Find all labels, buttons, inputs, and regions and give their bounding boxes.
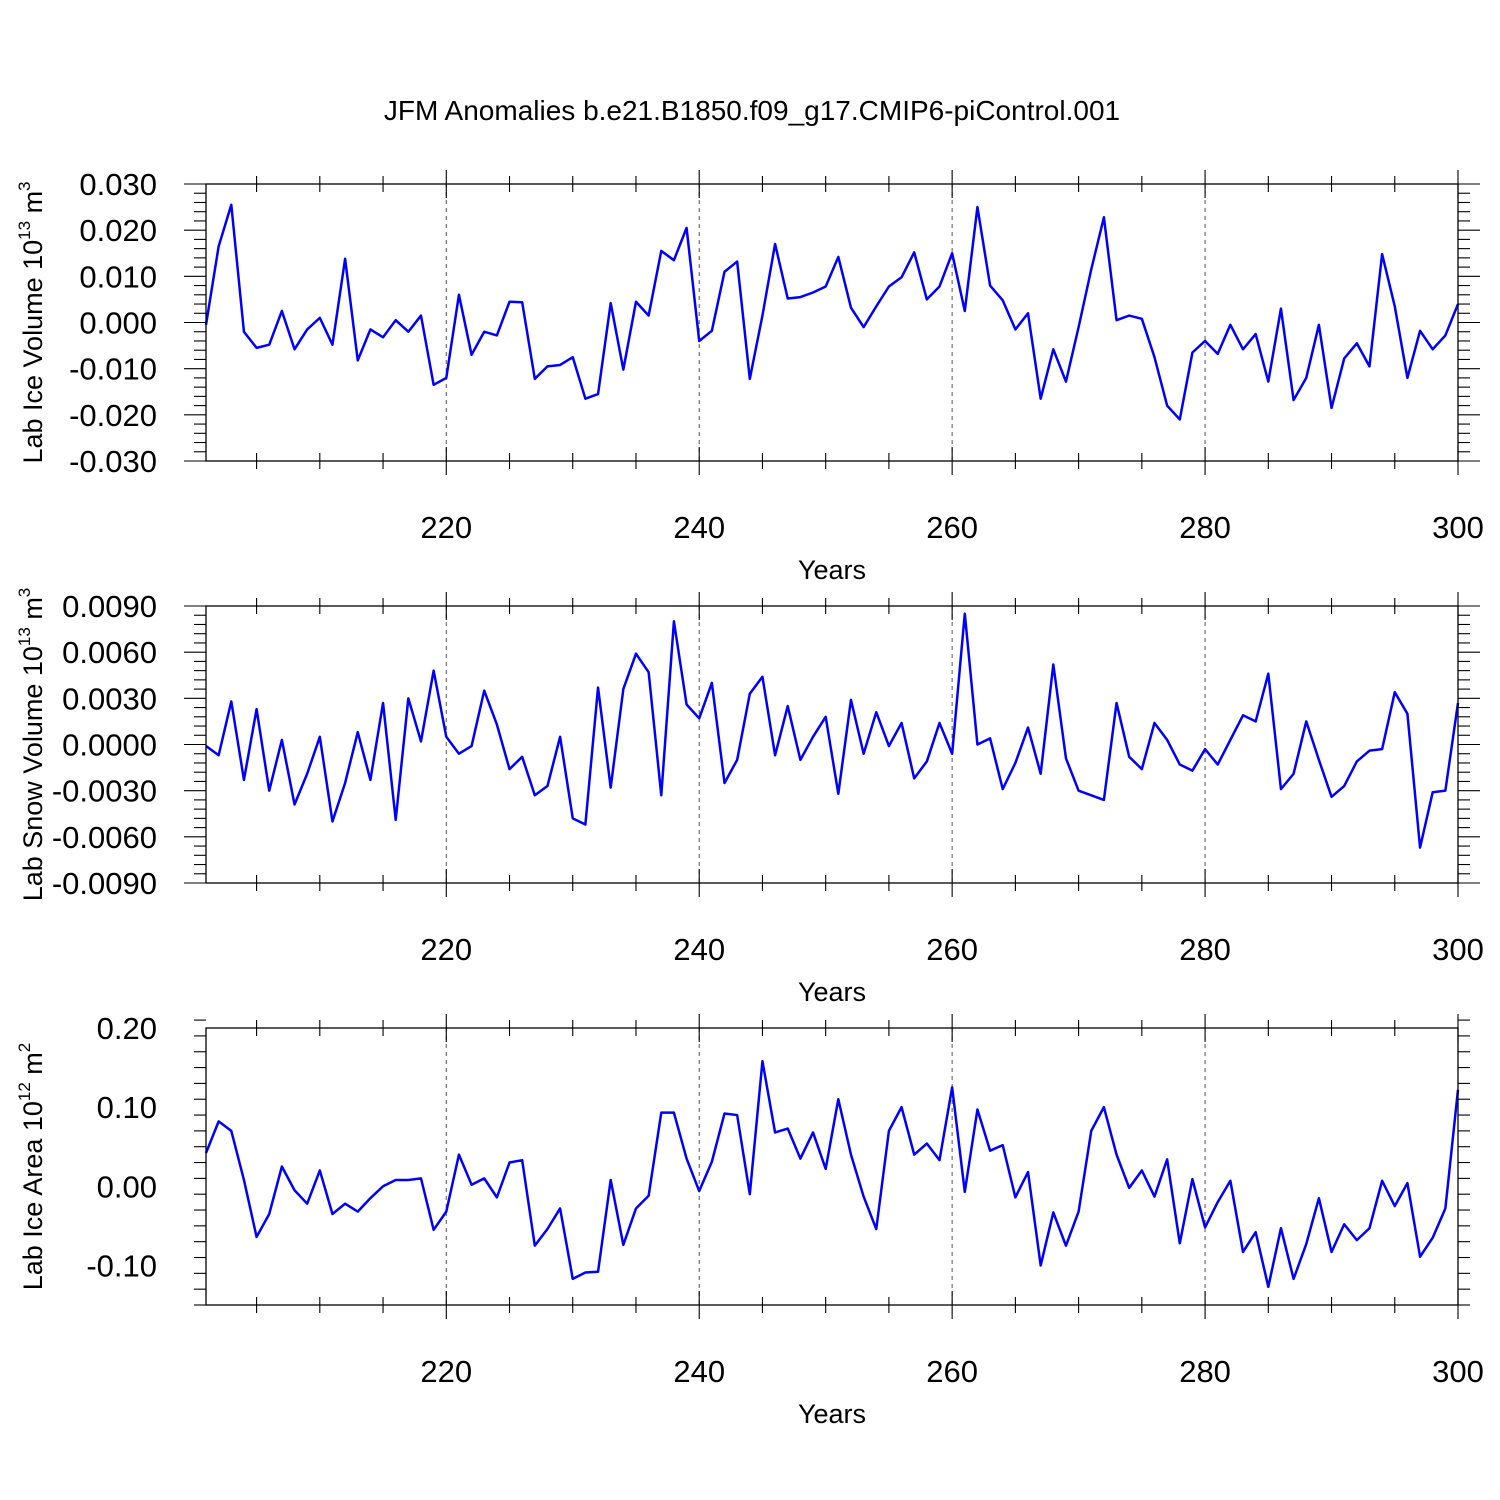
y-axis-label-text: Lab Snow Volume 10: [18, 646, 48, 901]
y-tick-label: -0.020: [69, 398, 157, 433]
y-axis-label: Lab Ice Area 1012 m2: [15, 1043, 48, 1291]
x-tick-label: 280: [1179, 932, 1231, 967]
x-axis-label: Years: [798, 977, 866, 1007]
y-axis-label-exponent: 13: [15, 221, 34, 240]
chart-panel-2: -0.0090 -0.0060 -0.0030 0.0000 0.0030 0.0060 0…: [15, 588, 1484, 1007]
y-tick-label: 0.0060: [62, 635, 157, 670]
y-tick-label: -0.0030: [52, 774, 157, 809]
x-axis-label: Years: [798, 555, 866, 585]
y-tick-label: 0.00: [97, 1169, 157, 1204]
y-tick-label: -0.010: [69, 352, 157, 387]
y-tick-label: 0.020: [79, 213, 157, 248]
x-tick-label: 220: [420, 932, 472, 967]
y-axis-label-unit: m: [18, 191, 48, 221]
series-line: [204, 203, 1460, 421]
x-tick-label: 280: [1179, 1354, 1231, 1389]
y-axis-label-unit: m: [18, 1052, 48, 1082]
x-tick-label: 240: [673, 932, 725, 967]
x-tick-label: 300: [1432, 932, 1484, 967]
figure-title: JFM Anomalies b.e21.B1850.f09_g17.CMIP6-…: [384, 95, 1120, 126]
y-axis-label-unit: m: [18, 597, 48, 627]
x-tick-label: 300: [1432, 510, 1484, 545]
y-tick-label: 0.0090: [62, 589, 157, 624]
y-axis-label-text: Lab Ice Volume 10: [18, 240, 48, 464]
x-tick-label: 280: [1179, 510, 1231, 545]
y-tick-label: 0.20: [97, 1011, 157, 1046]
x-tick-label: 260: [926, 1354, 978, 1389]
series-line: [205, 612, 1460, 849]
chart-panel-1: -0.030 -0.020 -0.010 0.000 0.010 0.020 0.030 22…: [15, 167, 1484, 585]
y-tick-label: -0.0090: [52, 866, 157, 901]
panels: -0.030-0.020-0.0100.0000.0100.0200.03022…: [15, 167, 1484, 1429]
x-axis-label: Years: [798, 1399, 866, 1429]
y-tick-label: -0.10: [86, 1248, 157, 1283]
y-axis-label-exponent: 12: [15, 1082, 34, 1101]
y-tick-label: 0.0030: [62, 681, 157, 716]
y-tick-label: 0.0000: [62, 728, 157, 763]
y-axis-label-unit-exponent: 3: [15, 181, 34, 190]
y-tick-label: -0.030: [69, 444, 157, 479]
y-tick-label: 0.010: [79, 259, 157, 294]
x-tick-label: 300: [1432, 1354, 1484, 1389]
x-tick-label: 220: [420, 1354, 472, 1389]
y-axis-label-exponent: 13: [15, 627, 34, 646]
series-line: [204, 1059, 1460, 1289]
plot-frame: [205, 605, 1459, 884]
x-tick-label: 240: [673, 510, 725, 545]
x-tick-label: 240: [673, 1354, 725, 1389]
y-tick-label: 0.030: [79, 167, 157, 202]
plot-frame: [205, 183, 1459, 462]
chart-panel-3: -0.10 0.00 0.10 0.20 220 240 260 280 300 Years Lab…: [15, 1011, 1484, 1429]
y-tick-label: -0.0060: [52, 820, 157, 855]
y-tick-label: 0.000: [79, 306, 157, 341]
y-axis-label: Lab Ice Volume 1013 m3: [15, 181, 48, 463]
x-tick-label: 260: [926, 510, 978, 545]
y-axis-label-unit-exponent: 3: [15, 588, 34, 597]
plot-frame: [205, 1027, 1459, 1306]
y-axis-label: Lab Snow Volume 1013 m3: [15, 588, 48, 902]
x-tick-label: 260: [926, 932, 978, 967]
x-tick-label: 220: [420, 510, 472, 545]
y-axis-label-unit-exponent: 2: [15, 1043, 34, 1052]
y-tick-label: 0.10: [97, 1090, 157, 1125]
y-axis-label-text: Lab Ice Area 10: [18, 1101, 48, 1290]
